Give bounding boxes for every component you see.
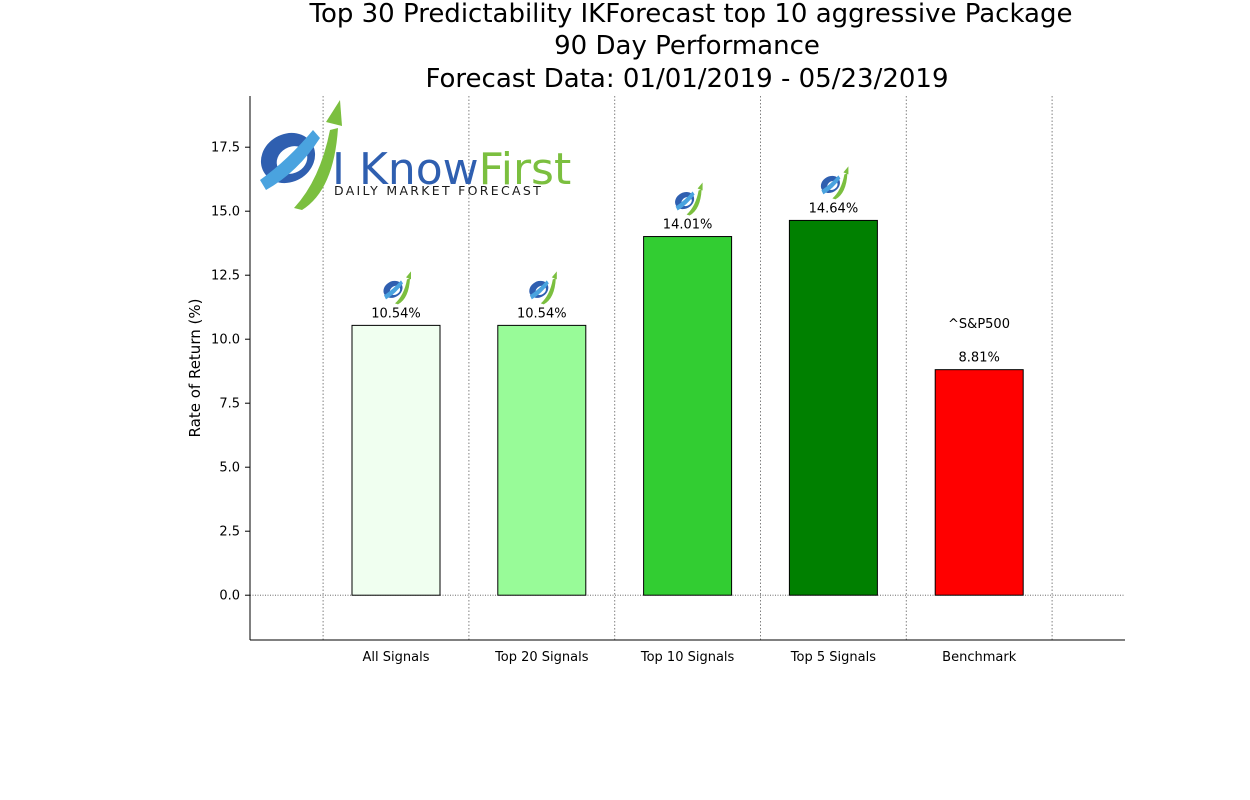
axes [249, 96, 1125, 641]
y-tick-label: 12.5 [211, 269, 240, 284]
y-tick-label: 10.0 [211, 333, 240, 348]
logo: I KnowFirst DAILY MARKET FORECAST [260, 100, 571, 210]
x-tick-label: All Signals [363, 650, 430, 665]
y-tick-label: 7.5 [219, 397, 240, 412]
logo-mini-icon [383, 271, 411, 305]
y-tick-label: 17.5 [211, 141, 240, 156]
logo-mini-icon [675, 182, 703, 216]
x-tick-label: Top 5 Signals [790, 650, 876, 665]
x-tick-label: Benchmark [942, 650, 1017, 665]
x-ticks: All Signals Top 20 Signals Top 10 Signals T… [363, 650, 1017, 665]
bar [788, 219, 878, 596]
logo-swoosh-icon [260, 100, 342, 210]
bar-value-label: 10.54% [371, 306, 421, 321]
logo-name-part2: First [479, 144, 572, 195]
bar [497, 324, 587, 596]
svg-text:I KnowFirst: I KnowFirst [332, 144, 571, 195]
title-line-2: 90 Day Performance [554, 31, 820, 61]
y-ticks: 0.0 2.5 5.0 7.5 10.0 12.5 15.0 17.5 [211, 141, 250, 604]
benchmark-annotation: ^S&P500 [948, 317, 1010, 332]
bar [934, 369, 1024, 596]
bars [351, 219, 1024, 596]
x-tick-label: Top 20 Signals [494, 650, 589, 665]
logo-name-part1: I Know [332, 144, 479, 195]
bar-value-label: 14.01% [663, 218, 713, 233]
bar-value-label: 8.81% [959, 351, 1000, 366]
y-tick-label: 0.0 [219, 589, 240, 604]
logo-tagline: DAILY MARKET FORECAST [334, 183, 543, 198]
logo-mini-icon [820, 166, 849, 200]
bar-icons [383, 166, 849, 305]
y-axis-label: Rate of Return (%) [186, 299, 204, 438]
y-tick-label: 2.5 [219, 525, 240, 540]
bar-value-label: 10.54% [517, 306, 567, 321]
title-line-3: Forecast Data: 01/01/2019 - 05/23/2019 [425, 64, 948, 94]
x-tick-label: Top 10 Signals [640, 650, 735, 665]
bar-labels: 10.54% 10.54% 14.01% 14.64% 8.81% [371, 201, 1000, 365]
y-tick-label: 15.0 [211, 205, 240, 220]
bar [643, 236, 733, 596]
bar-value-label: 14.64% [809, 201, 859, 216]
bar [351, 324, 441, 596]
logo-mini-icon [529, 271, 557, 305]
title-line-1: Top 30 Predictability IKForecast top 10 … [308, 0, 1072, 29]
chart-title: Top 30 Predictability IKForecast top 10 … [308, 0, 1072, 94]
y-tick-label: 5.0 [219, 461, 240, 476]
